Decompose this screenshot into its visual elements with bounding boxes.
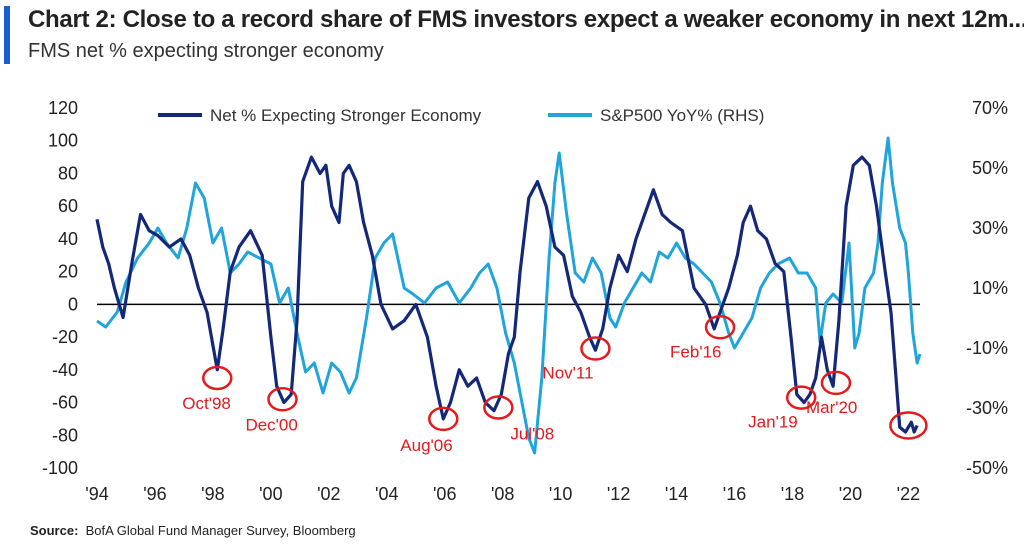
y-left-tick-label: 80 xyxy=(58,163,78,183)
x-tick-label: '00 xyxy=(259,484,282,504)
y-left-tick-label: -60 xyxy=(52,393,78,413)
annotation-circle xyxy=(820,370,852,396)
y-left-tick-label: 40 xyxy=(58,229,78,249)
annotation-circle xyxy=(483,395,514,420)
x-tick-label: '10 xyxy=(549,484,572,504)
annotation-label: Dec'00 xyxy=(245,415,297,434)
y-left-tick-label: 120 xyxy=(48,98,78,118)
y-right-tick-label: -50% xyxy=(966,458,1008,478)
y-left-tick-label: 20 xyxy=(58,262,78,282)
annotation-circle xyxy=(785,385,817,410)
title-accent-bar xyxy=(4,6,10,64)
annotation-circle xyxy=(889,411,928,440)
y-left-tick-label: -20 xyxy=(52,327,78,347)
x-tick-label: '20 xyxy=(839,484,862,504)
source-text: BofA Global Fund Manager Survey, Bloombe… xyxy=(85,523,356,538)
y-right-tick-label: 30% xyxy=(972,218,1008,238)
legend-label: Net % Expecting Stronger Economy xyxy=(210,106,482,125)
x-tick-label: '02 xyxy=(317,484,340,504)
annotation-label: Oct'98 xyxy=(182,394,231,413)
x-tick-label: '12 xyxy=(607,484,630,504)
y-right-tick-label: -10% xyxy=(966,338,1008,358)
annotation-label: Feb'16 xyxy=(670,342,721,361)
annotation-circle xyxy=(704,315,736,340)
x-tick-label: '18 xyxy=(781,484,804,504)
x-tick-label: '94 xyxy=(85,484,108,504)
x-tick-label: '22 xyxy=(897,484,920,504)
x-tick-label: '16 xyxy=(723,484,746,504)
series-line-fms-net xyxy=(95,155,919,434)
y-left-tick-label: -80 xyxy=(52,425,78,445)
annotation-label: Nov'11 xyxy=(542,364,593,383)
annotation-circle xyxy=(428,406,459,432)
series-line-sp500-yoy xyxy=(96,136,922,455)
annotation-label: Jul'08 xyxy=(510,424,554,443)
y-left-tick-label: 0 xyxy=(68,294,78,314)
chart-title: Chart 2: Close to a record share of FMS … xyxy=(28,6,1024,33)
legend-label: S&P500 YoY% (RHS) xyxy=(600,106,764,125)
annotation-label: Jan'19 xyxy=(748,413,798,432)
source-label: Source: xyxy=(30,523,79,538)
y-left-tick-label: -40 xyxy=(52,360,78,380)
x-tick-label: '04 xyxy=(375,484,398,504)
y-left-tick-label: 60 xyxy=(58,196,78,216)
y-right-tick-label: 10% xyxy=(972,278,1008,298)
y-right-tick-label: 70% xyxy=(972,98,1008,118)
source-note: Source: BofA Global Fund Manager Survey,… xyxy=(30,523,356,538)
x-tick-label: '08 xyxy=(491,484,514,504)
annotation-circle xyxy=(580,336,611,361)
x-tick-label: '96 xyxy=(143,484,166,504)
chart-subtitle: FMS net % expecting stronger economy xyxy=(28,40,384,62)
x-tick-label: '06 xyxy=(433,484,456,504)
annotation-label: Mar'20 xyxy=(806,398,857,417)
annotation-circle xyxy=(267,387,298,412)
x-tick-label: '14 xyxy=(665,484,688,504)
annotation-circle xyxy=(202,365,233,391)
y-right-tick-label: -30% xyxy=(966,398,1008,418)
x-tick-label: '98 xyxy=(201,484,224,504)
y-right-tick-label: 50% xyxy=(972,158,1008,178)
annotation-label: Aug'06 xyxy=(400,436,452,455)
y-left-tick-label: -100 xyxy=(42,458,78,478)
y-left-tick-label: 100 xyxy=(48,131,78,151)
